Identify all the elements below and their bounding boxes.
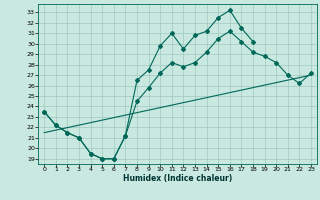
X-axis label: Humidex (Indice chaleur): Humidex (Indice chaleur) <box>123 174 232 183</box>
